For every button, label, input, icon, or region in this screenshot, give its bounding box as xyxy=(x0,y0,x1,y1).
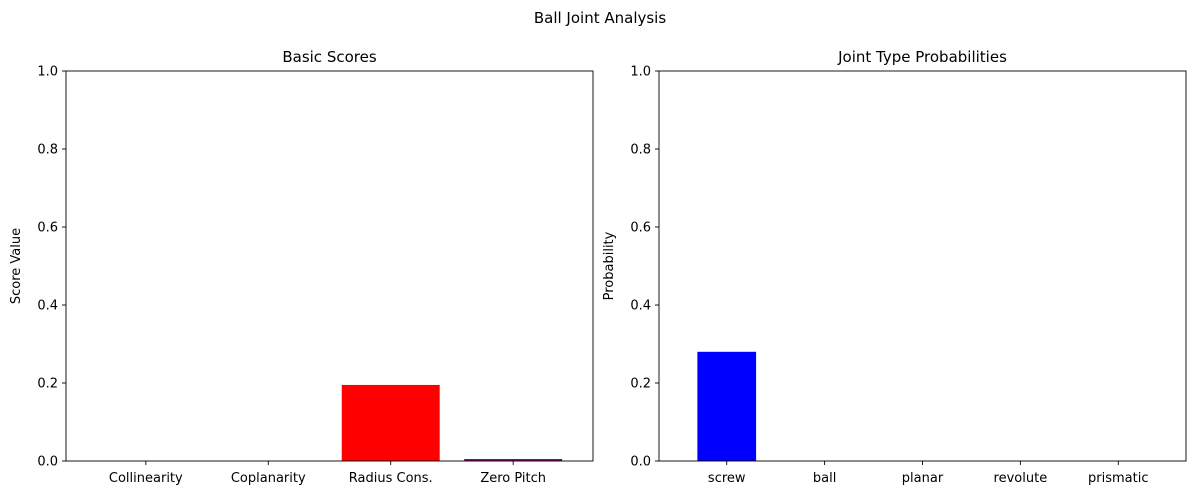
x-tick-label: Radius Cons. xyxy=(349,471,433,486)
y-tick-label: 0.2 xyxy=(37,377,58,392)
y-tick-label: 0.0 xyxy=(630,455,651,470)
y-tick-label: 0.4 xyxy=(630,299,651,314)
bar-zero-pitch xyxy=(464,459,563,461)
axes-frame xyxy=(65,70,594,462)
figure-suptitle: Ball Joint Analysis xyxy=(534,9,666,27)
y-axis-label: Score Value xyxy=(9,228,24,304)
x-tick-label: screw xyxy=(708,471,746,486)
bar-radius-cons xyxy=(341,384,440,461)
y-tick-label: 1.0 xyxy=(630,65,651,80)
y-tick-label: 1.0 xyxy=(37,65,58,80)
x-tick-label: Coplanarity xyxy=(231,471,306,486)
y-axis-label: Probability xyxy=(602,231,617,300)
x-tick-label: planar xyxy=(902,471,944,486)
x-tick-label: ball xyxy=(813,471,836,486)
y-tick-label: 0.8 xyxy=(37,143,58,158)
axes-title: Basic Scores xyxy=(282,48,376,66)
y-tick-label: 0.6 xyxy=(37,221,58,236)
x-tick-label: Zero Pitch xyxy=(480,471,546,486)
y-tick-label: 0.2 xyxy=(630,377,651,392)
x-tick-label: prismatic xyxy=(1088,471,1148,486)
y-tick-label: 0.6 xyxy=(630,221,651,236)
y-tick-label: 0.8 xyxy=(630,143,651,158)
chart-panel-2: 0.0 0.2 0.4 0.6 0.8 1.0 screw ball planar revolut… xyxy=(602,48,1187,486)
y-tick-label: 0.4 xyxy=(37,299,58,314)
x-tick-label: revolute xyxy=(994,471,1048,486)
chart-panel-1: 0.0 0.2 0.4 0.6 0.8 1.0 Collinearity Coplanarit… xyxy=(9,48,594,486)
bar-screw xyxy=(697,351,757,461)
x-tick-label: Collinearity xyxy=(109,471,183,486)
y-tick-label: 0.0 xyxy=(37,455,58,470)
axes-title: Joint Type Probabilities xyxy=(837,48,1007,66)
